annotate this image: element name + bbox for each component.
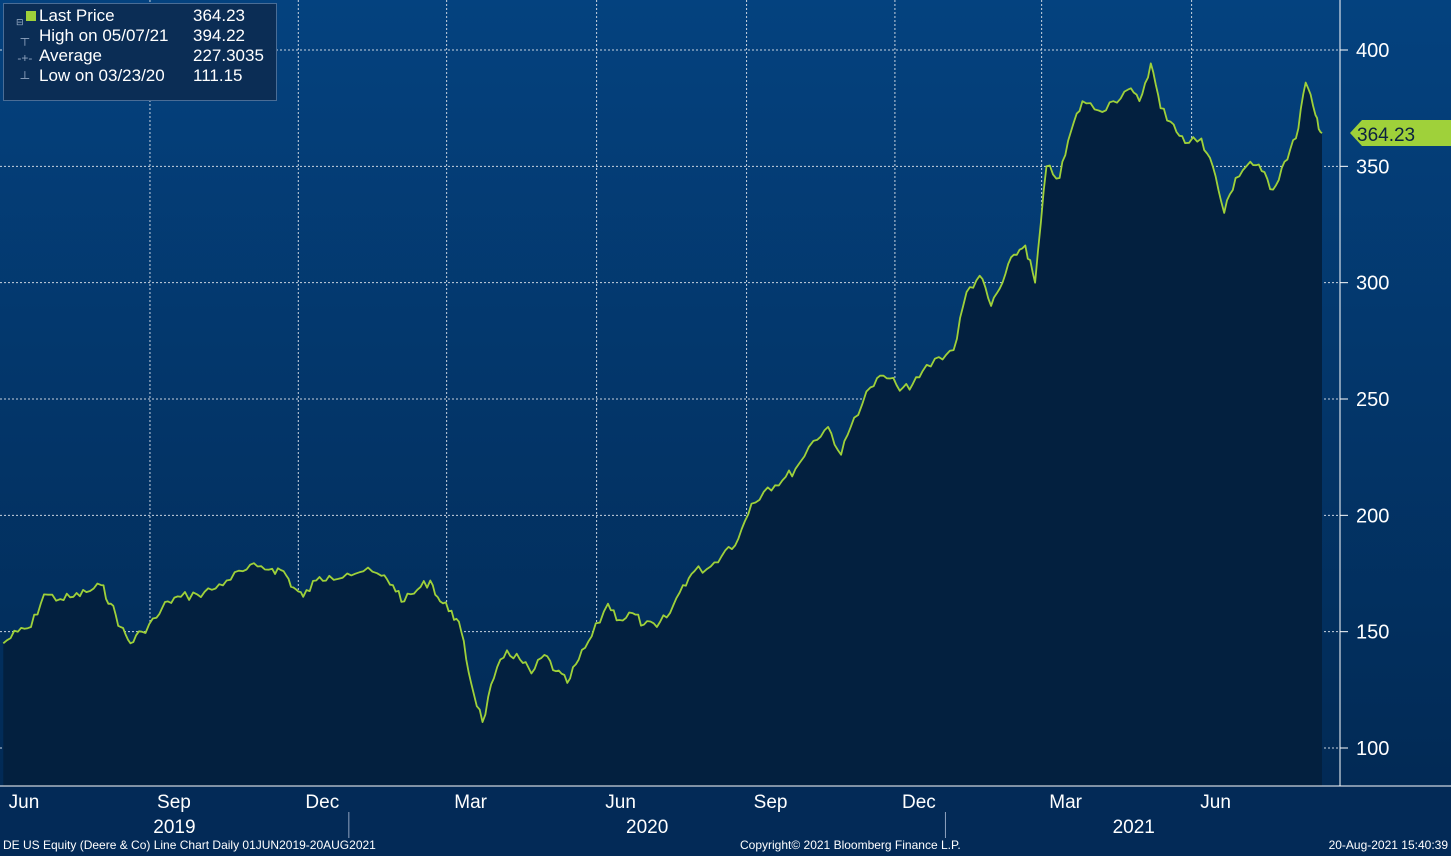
legend-row-average: -+- Average 227.3035 xyxy=(4,46,276,66)
legend-label: High on 05/07/21 xyxy=(39,26,169,45)
footer-timestamp: 20-Aug-2021 15:40:39 xyxy=(1328,838,1448,852)
x-tick-label: Sep xyxy=(754,792,788,813)
y-axis: 100 150 200 250 300 350 400 xyxy=(1339,0,1389,786)
x-tick-label: Mar xyxy=(454,792,487,813)
y-tick-label: 100 xyxy=(1356,738,1389,760)
x-tick-label: Jun xyxy=(1200,792,1231,813)
legend-value: 364.23 xyxy=(193,6,245,25)
legend-value: 394.22 xyxy=(193,26,245,45)
chart-legend: ⊟ Last Price 364.23 ┬ High on 05/07/21 3… xyxy=(3,3,277,101)
x-tick-label: Jun xyxy=(605,792,636,813)
x-tick-label: Dec xyxy=(902,792,936,813)
price-line xyxy=(2,62,1323,723)
legend-row-high: ┬ High on 05/07/21 394.22 xyxy=(4,26,276,46)
legend-value: 227.3035 xyxy=(193,46,264,65)
x-tick-label: Dec xyxy=(305,792,339,813)
legend-row-low: ┴ Low on 03/23/20 111.15 xyxy=(4,66,276,86)
x-tick-label: Sep xyxy=(157,792,191,813)
legend-value: 111.15 xyxy=(193,66,243,85)
legend-label: Average xyxy=(39,46,103,65)
price-area-fill xyxy=(3,63,1322,786)
legend-label: Last Price xyxy=(39,6,115,25)
x-year-label: 2021 xyxy=(1113,817,1155,838)
y-tick-label: 250 xyxy=(1356,389,1389,411)
footer-copyright: Copyright© 2021 Bloomberg Finance L.P. xyxy=(740,838,961,852)
y-tick-label: 150 xyxy=(1356,622,1389,644)
legend-row-last-price: ⊟ Last Price 364.23 xyxy=(4,6,276,27)
legend-label: Low on 03/23/20 xyxy=(39,66,165,85)
last-price-value: 364.23 xyxy=(1357,125,1415,146)
y-tick-label: 200 xyxy=(1356,505,1389,527)
average-marker-icon: -+- xyxy=(14,51,33,65)
x-year-label: 2020 xyxy=(626,817,668,838)
last-price-swatch-icon xyxy=(26,11,36,21)
footer-chart-description: DE US Equity (Deere & Co) Line Chart Dai… xyxy=(3,838,376,852)
low-marker-icon: ┴ xyxy=(14,71,30,85)
high-marker-icon: ┬ xyxy=(14,31,30,45)
last-price-tag: 364.23 xyxy=(1350,120,1451,146)
y-tick-label: 350 xyxy=(1356,156,1389,178)
x-tick-label: Jun xyxy=(9,792,40,813)
collapse-icon[interactable]: ⊟ xyxy=(16,17,24,27)
x-tick-label: Mar xyxy=(1049,792,1082,813)
x-year-label: 2019 xyxy=(153,817,195,838)
x-axis: Jun Sep Dec Mar Jun Sep Dec Mar Jun 2019 2020 2021 xyxy=(0,785,1451,838)
y-tick-label: 400 xyxy=(1356,40,1389,62)
y-tick-label: 300 xyxy=(1356,273,1389,295)
